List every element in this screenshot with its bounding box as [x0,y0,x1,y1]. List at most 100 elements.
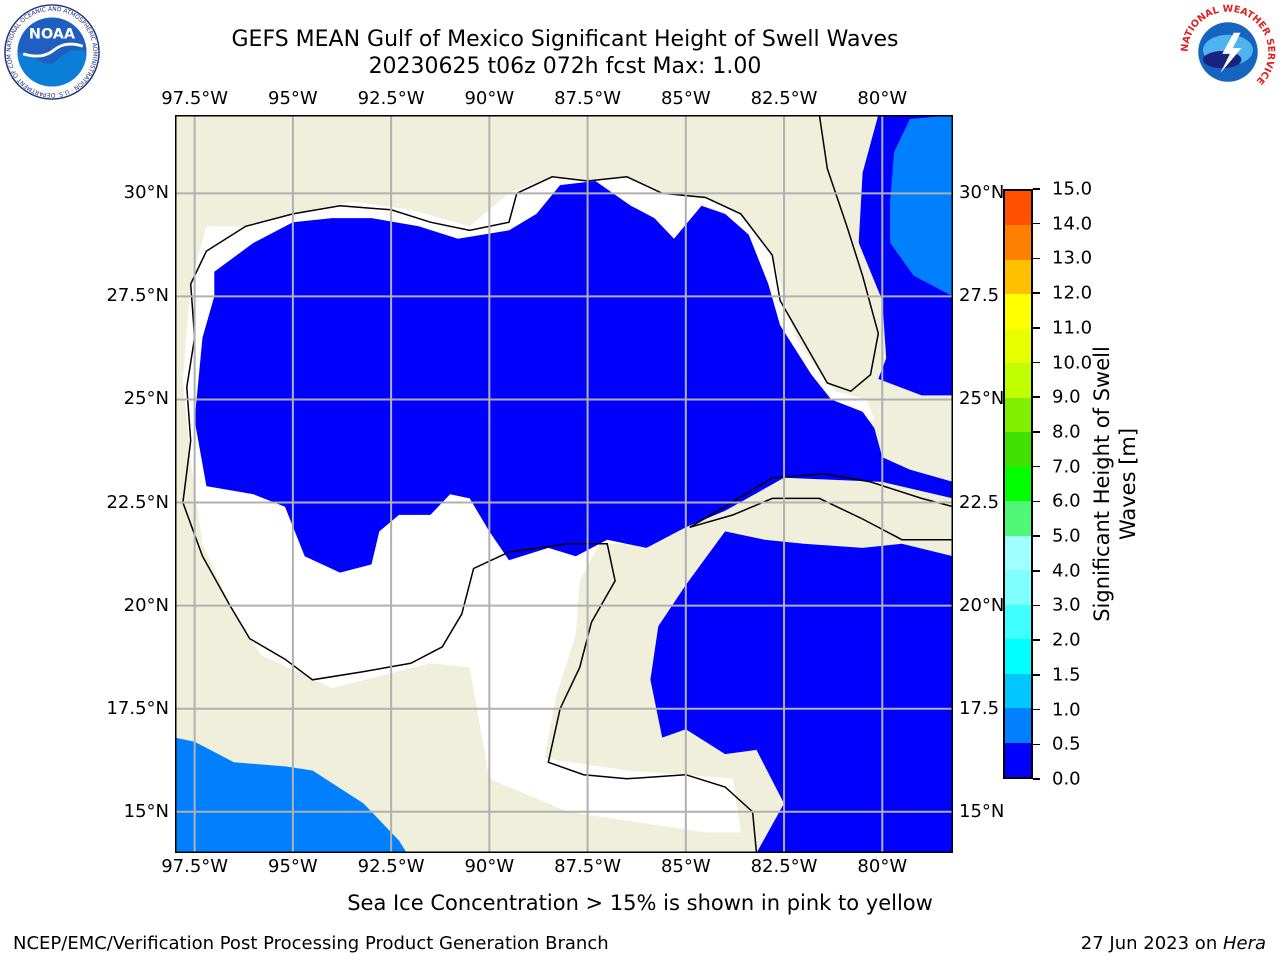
colorbar-tick-label: 14.0 [1052,213,1093,235]
colorbar-tick [1033,465,1040,468]
sea-ice-note: Sea Ice Concentration > 15% is shown in … [347,891,933,915]
lat-tick-label-left: 27.5°N [106,285,169,307]
colorbar-tick [1033,396,1040,398]
date-stamp: 27 Jun 2023 on Hera [1081,933,1266,954]
colorbar-tick [1033,743,1040,746]
colorbar-tick-label: 15.0 [1052,178,1093,200]
host-name: Hera [1222,933,1266,954]
lat-tick-label-left: 22.5°N [106,491,169,513]
colorbar-tick-label: 10.0 [1052,352,1093,374]
colorbar-tick [1033,361,1040,364]
lat-tick-label-right: 22.5 [959,491,1000,513]
colorbar-tick-label: 5.0 [1052,525,1081,547]
colorbar-tick-label: 2.0 [1052,629,1081,651]
colorbar-tick [1033,535,1040,537]
map-canvas [175,115,953,853]
colorbar-tick-label: 7.0 [1052,456,1081,478]
lat-tick-label-right: 27.5 [959,285,1000,307]
colorbar-swatch [1005,708,1031,744]
lat-tick-label-right: 25°N [959,388,1005,410]
lon-tick-label-bottom: 97.5°W [161,856,229,877]
lon-tick-label-bottom: 85°W [660,856,711,877]
lon-tick-label-bottom: 82.5°W [750,856,818,877]
map-subtitle-forecast: 20230625 t06z 072h fcst Max: 1.00 [368,54,762,79]
colorbar-swatch [1005,225,1031,261]
colorbar-swatch [1005,328,1031,364]
mexico-central-america-coastline [182,283,758,853]
pacific-swell-region [175,737,407,853]
map-panel [175,115,953,853]
lon-tick-label-bottom: 95°W [268,856,318,877]
colorbar-tick-label: 0.0 [1052,768,1081,790]
lon-tick-label-top: 97.5°W [161,88,229,109]
colorbar-tick-label: 1.0 [1052,699,1081,721]
map-title: GEFS MEAN Gulf of Mexico Significant Hei… [231,27,899,52]
colorbar-swatch [1005,432,1031,468]
lon-tick-label-top: 85°W [660,88,711,109]
colorbar-swatch [1005,570,1031,606]
lon-tick-label-bottom: 87.5°W [554,856,622,877]
colorbar-tick-label: 12.0 [1052,282,1093,304]
noaa-logo-text: NOAA [29,27,76,43]
colorbar-tick-label: 4.0 [1052,560,1081,582]
colorbar-tick [1033,570,1040,572]
lon-tick-label-bottom: 80°W [857,856,908,877]
colorbar-tick [1033,431,1040,433]
swell-field [175,115,953,853]
colorbar-swatch [1005,535,1031,571]
atlantic-mid-swell-region [890,115,953,297]
colorbar-tick [1033,674,1040,676]
colorbar-swatch [1005,294,1031,330]
lon-tick-label-top: 80°W [857,88,908,109]
lon-tick-label-bottom: 90°W [464,856,515,877]
lon-tick-label-top: 82.5°W [750,88,818,109]
lon-tick-label-top: 92.5°W [357,88,425,109]
colorbar-title-line2: Waves [m] [1116,427,1140,541]
colorbar-swatch [1005,259,1031,295]
lat-tick-label-right: 30°N [959,182,1005,204]
colorbar-tick [1033,257,1040,260]
colorbar-tick [1033,500,1040,503]
lat-tick-label-right: 20°N [959,594,1005,616]
colorbar-tick-label: 1.5 [1052,664,1081,686]
lat-tick-label-left: 17.5°N [106,697,169,719]
colorbar-swatch [1005,397,1031,433]
nws-logo-icon: NATIONAL WEATHER SERVICE [1180,4,1276,100]
colorbar-swatch [1005,742,1031,778]
colorbar-swatch [1005,363,1031,399]
map-border [175,115,953,853]
lat-tick-label-left: 25°N [123,388,169,410]
lon-tick-label-top: 95°W [268,88,318,109]
colorbar-swatch [1005,191,1031,226]
colorbar-tick-label: 8.0 [1052,421,1081,443]
colorbar [1003,189,1033,779]
lat-tick-label-left: 30°N [123,182,169,204]
colorbar-swatch [1005,604,1031,640]
colorbar-tick [1033,292,1040,294]
colorbar-tick-label: 13.0 [1052,247,1093,269]
gridlines [175,115,953,853]
colorbar-swatch [1005,501,1031,537]
colorbar-tick [1033,708,1040,711]
date-text: 27 Jun 2023 on [1080,933,1223,954]
colorbar-tick [1033,327,1040,329]
colorbar-swatch [1005,466,1031,502]
lat-tick-label-left: 15°N [123,800,169,822]
colorbar-tick [1033,188,1040,190]
colorbar-tick [1033,604,1040,607]
colorbar-tick-label: 6.0 [1052,490,1081,512]
lon-tick-label-top: 87.5°W [554,88,622,109]
lon-tick-label-bottom: 92.5°W [357,856,425,877]
colorbar-tick [1033,639,1040,641]
lat-tick-label-right: 17.5 [959,697,1000,719]
noaa-logo-icon: NATIONAL OCEANIC AND ATMOSPHERIC ADMINIS… [4,4,100,100]
colorbar-tick-label: 9.0 [1052,386,1081,408]
colorbar-title-line1: Significant Height of Swell [1090,346,1114,622]
cuba-south-coast [689,497,953,541]
lat-tick-label-left: 20°N [123,594,169,616]
colorbar-tick-label: 0.5 [1052,733,1081,755]
caribbean-swell-region [650,531,953,853]
credit-text: NCEP/EMC/Verification Post Processing Pr… [13,933,609,954]
lat-tick-label-right: 15°N [959,800,1005,822]
gulf-swell-region [194,181,953,573]
